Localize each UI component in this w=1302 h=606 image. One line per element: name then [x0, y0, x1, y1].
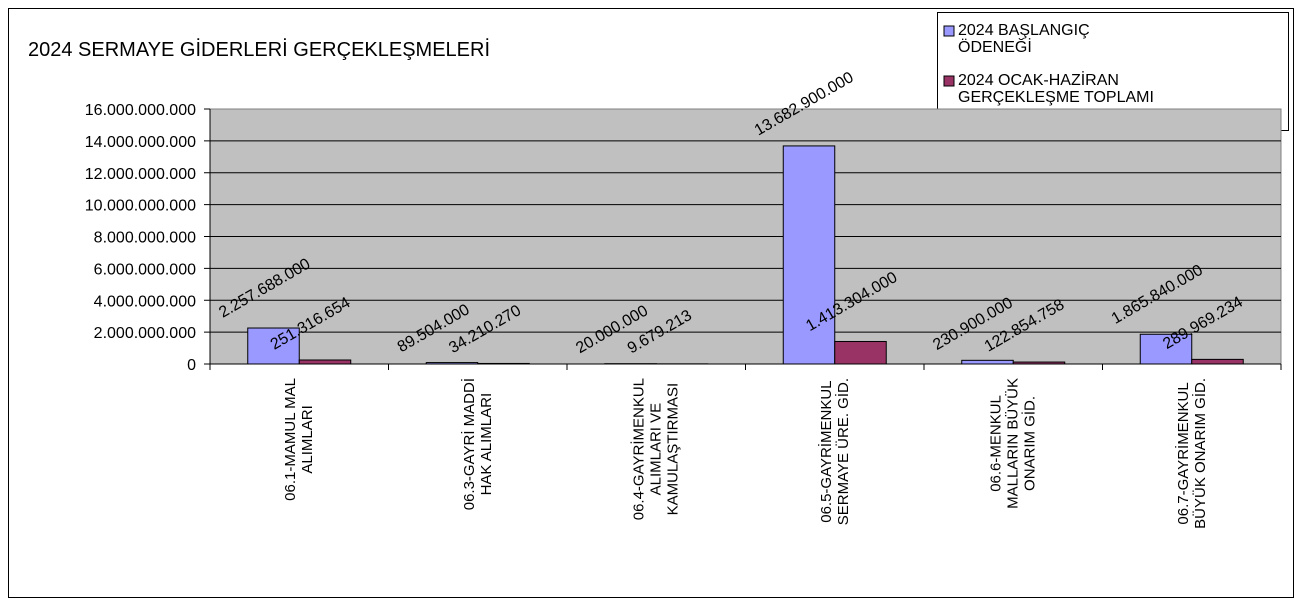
x-tick-label: 06.1-MAMUL MAL ALIMLARI [282, 378, 317, 501]
y-tick-label: 14.000.000.000 [85, 134, 196, 151]
y-tick-label: 2.000.000.000 [94, 325, 196, 342]
legend-label: 2024 BAŞLANGIÇ ÖDENEĞİ [958, 22, 1090, 56]
y-tick-label: 8.000.000.000 [94, 230, 196, 247]
legend-label: 2024 OCAK-HAZİRAN GERÇEKLEŞME TOPLAMI [958, 72, 1154, 106]
y-tick-label: 0 [187, 357, 196, 374]
y-tick-label: 4.000.000.000 [94, 293, 196, 310]
y-tick-label: 12.000.000.000 [85, 166, 196, 183]
x-tick-label: 06.6-MENKUL MALLARIN BÜYÜK ONARIM GİD. [987, 378, 1039, 509]
bar [425, 362, 479, 365]
bar [782, 145, 836, 365]
bar [1191, 358, 1244, 365]
bar [834, 340, 887, 365]
legend-swatch [943, 75, 955, 87]
bar [961, 359, 1014, 365]
legend-swatch [943, 25, 955, 37]
y-tick-label: 16.000.000.000 [85, 102, 196, 119]
bar [1012, 361, 1066, 365]
chart-title: 2024 SERMAYE GİDERLERİ GERÇEKLEŞMELERİ [28, 38, 490, 61]
bar [298, 359, 352, 365]
bar [1139, 333, 1193, 365]
x-tick-label: 06.3-GAYRİ MADDİ HAK ALIMLARI [460, 378, 495, 511]
y-tick-label: 6.000.000.000 [94, 261, 196, 278]
x-tick-label: 06.4-GAYRİMENKUL ALIMLARI VE KAMULAŞTIRM… [630, 378, 682, 521]
x-tick-label: 06.7-GAYRİMENKUL BÜYÜK ONARIM GİD. [1174, 378, 1209, 529]
y-tick-label: 10.000.000.000 [85, 198, 196, 215]
x-tick-label: 06.5-GAYRİMENKUL SERMAYE ÜRE. GİD. [817, 378, 852, 526]
bar [477, 362, 530, 365]
bar [247, 327, 300, 365]
